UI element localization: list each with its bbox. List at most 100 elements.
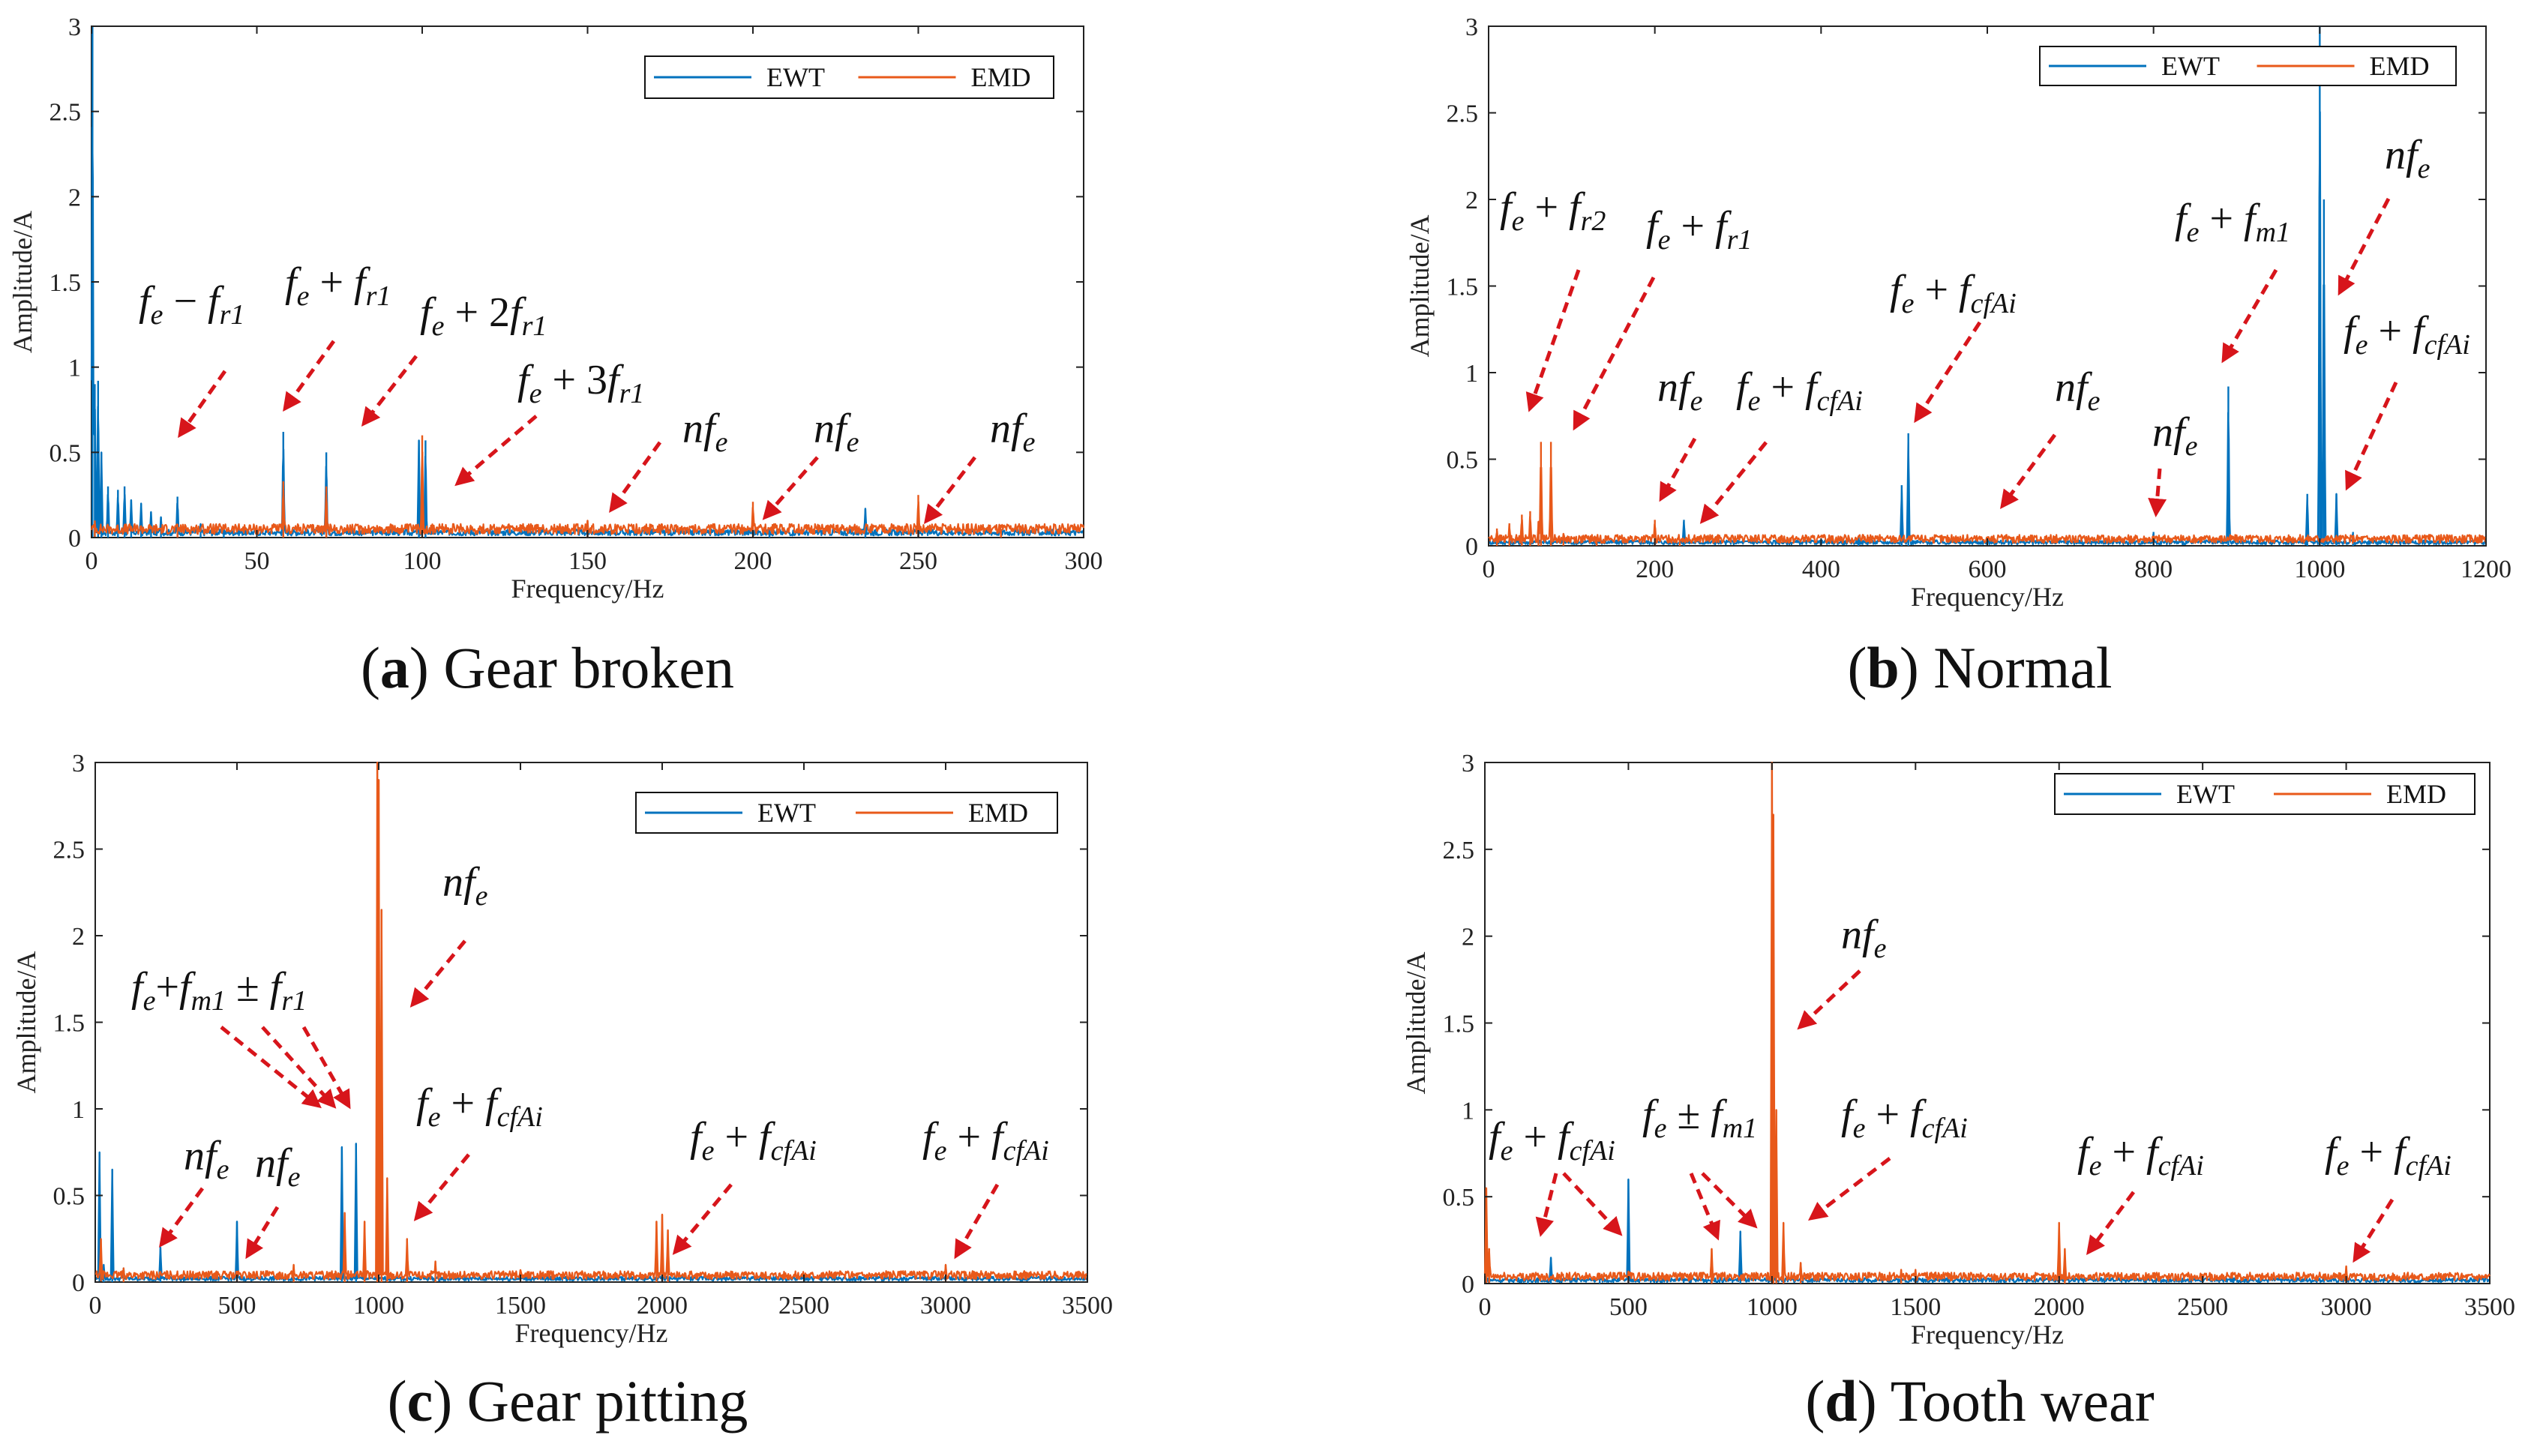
series-line-emd <box>1483 761 2491 1282</box>
annotation-arrow <box>1797 969 1861 1030</box>
y-tick-label: 2 <box>1465 187 1478 214</box>
x-tick-label: 2500 <box>2177 1293 2228 1321</box>
y-tick-label: 0 <box>1465 533 1478 561</box>
y-tick-label: 0.5 <box>1447 447 1479 475</box>
x-tick-label: 1000 <box>1747 1293 1798 1321</box>
y-tick-label: 1 <box>72 1096 85 1124</box>
x-tick-label: 0 <box>1479 1293 1492 1321</box>
legend: EWT EMD <box>635 792 1058 834</box>
annotation-arrow <box>1689 1173 1720 1241</box>
x-tick-label: 100 <box>403 547 442 575</box>
y-tick-label: 0.5 <box>53 1183 85 1211</box>
x-tick-label: 150 <box>568 547 607 575</box>
y-tick-label: 2.5 <box>1443 837 1475 864</box>
chart-d: 0 500 1000 1500 2000 2500 3000 3500 0 0.5 1 1.5 2 2.5… <box>1401 750 2515 1434</box>
legend: EWT EMD <box>2039 46 2457 86</box>
x-tick-label: 3000 <box>920 1292 971 1320</box>
legend-label-ewt: EWT <box>2176 779 2235 809</box>
x-tick-label: 0 <box>89 1292 102 1320</box>
x-tick-label: 200 <box>734 547 772 575</box>
x-axis-label: Frequency/Hz <box>515 1318 668 1348</box>
x-tick-label: 3000 <box>2321 1293 2372 1321</box>
panel-caption: (d) Tooth wear <box>1805 1368 2154 1434</box>
legend-label-emd: EMD <box>968 798 1028 828</box>
panel-caption: (c) Gear pitting <box>388 1368 748 1434</box>
x-axis-label: Frequency/Hz <box>511 574 664 604</box>
annotation-arrow <box>1573 276 1656 431</box>
legend: EWT EMD <box>2054 773 2476 815</box>
y-tick-label: 0 <box>68 525 81 553</box>
x-tick-label: 800 <box>2134 556 2173 583</box>
annotation-arrow <box>2353 1198 2395 1263</box>
annotation-arrow <box>1701 1172 1758 1229</box>
plot-area <box>91 25 1084 538</box>
legend-label-emd: EMD <box>971 62 1031 92</box>
x-tick-label: 3500 <box>2464 1293 2515 1321</box>
annotation-arrow <box>2221 268 2278 364</box>
y-tick-label: 0.5 <box>49 439 82 467</box>
annotation-arrow <box>245 1206 280 1260</box>
x-tick-label: 1500 <box>495 1292 546 1320</box>
y-tick-label: 2 <box>68 184 81 211</box>
legend: EWT EMD <box>644 55 1054 99</box>
y-axis-label: Amplitude/A <box>11 951 41 1094</box>
annotation-arrow <box>609 441 662 514</box>
y-tick-label: 2 <box>72 923 85 951</box>
annotation-arrow <box>159 1187 205 1248</box>
series-line-emd <box>94 761 1088 1281</box>
y-tick-label: 3 <box>1462 750 1474 777</box>
y-tick-label: 2.5 <box>49 99 82 127</box>
legend-label-emd: EMD <box>2386 779 2446 809</box>
y-tick-label: 0 <box>1462 1271 1474 1299</box>
y-axis-label: Amplitude/A <box>1405 215 1435 358</box>
x-tick-label: 1500 <box>1890 1293 1941 1321</box>
legend-label-ewt: EWT <box>2161 51 2220 81</box>
panel-caption: (b) Normal <box>1847 635 2112 700</box>
x-tick-label: 2500 <box>778 1292 829 1320</box>
y-tick-label: 3 <box>1465 13 1478 41</box>
y-tick-label: 2.5 <box>53 837 85 864</box>
annotation-arrow <box>2345 381 2398 491</box>
annotation-arrow <box>1562 1172 1623 1236</box>
x-tick-label: 500 <box>218 1292 256 1320</box>
y-tick-label: 1 <box>1465 360 1478 388</box>
annotation-arrow <box>220 1026 322 1109</box>
y-tick-label: 1.5 <box>1443 1011 1475 1038</box>
annotation-label: fe + fcfAi <box>416 1080 543 1133</box>
y-axis-label: Amplitude/A <box>1401 952 1431 1095</box>
annotation-arrow <box>2086 1191 2135 1255</box>
x-tick-label: 50 <box>244 547 270 575</box>
annotation-arrow <box>762 456 819 520</box>
x-tick-label: 400 <box>1802 556 1840 583</box>
y-tick-label: 1.5 <box>53 1010 85 1038</box>
x-tick-label: 2000 <box>637 1292 688 1320</box>
chart-a: 0 50 100 150 200 250 300 0 0.5 1 1.5 2 2.5 3 Frequency… <box>7 13 1103 700</box>
x-tick-label: 2000 <box>2034 1293 2085 1321</box>
annotation-arrow <box>178 370 227 439</box>
y-tick-label: 1.5 <box>1447 274 1479 301</box>
chart-b: 0 200 400 600 800 1000 1200 0 0.5 1 1.5 2 2.5 3 Freque… <box>1405 13 2512 700</box>
plot-area <box>94 762 1088 1283</box>
annotation-arrow <box>923 456 976 524</box>
legend-label-ewt: EWT <box>757 798 816 828</box>
annotation-arrow <box>283 340 336 412</box>
y-axis-label: Amplitude/A <box>7 211 37 353</box>
annotation-arrow <box>1914 321 1982 424</box>
annotation-arrow <box>672 1183 733 1255</box>
series-line-ewt <box>1484 1178 2491 1284</box>
x-tick-label: 1200 <box>2461 556 2512 583</box>
annotation-arrow <box>954 1183 1000 1260</box>
annotation-arrow <box>1535 1173 1558 1237</box>
y-tick-label: 1.5 <box>49 269 82 297</box>
x-tick-label: 1000 <box>2294 556 2345 583</box>
plot-area <box>1488 25 2487 547</box>
x-tick-label: 500 <box>1609 1293 1648 1321</box>
y-tick-label: 2 <box>1462 924 1474 951</box>
annotation-arrow <box>301 1026 351 1110</box>
annotation-arrow <box>261 1026 337 1109</box>
legend-label-ewt: EWT <box>766 62 825 92</box>
plot-area <box>1484 762 2491 1284</box>
y-tick-label: 0.5 <box>1443 1184 1475 1212</box>
annotation-label: nfe <box>990 406 1036 458</box>
